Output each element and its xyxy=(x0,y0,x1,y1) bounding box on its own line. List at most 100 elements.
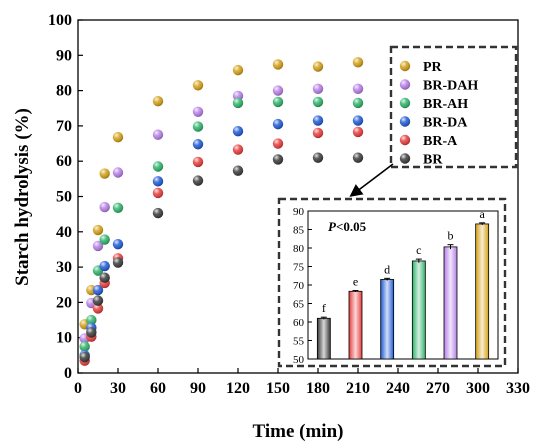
data-point-shading xyxy=(232,144,244,155)
legend-marker-shading xyxy=(399,79,411,90)
inset-bar-br-da: d xyxy=(380,262,395,360)
data-point xyxy=(192,121,204,132)
legend-item: BR-DA xyxy=(399,116,468,131)
data-point xyxy=(99,234,110,245)
data-point xyxy=(312,83,324,95)
data-point xyxy=(112,167,124,178)
data-point-shading xyxy=(112,131,124,143)
data-point xyxy=(86,314,97,326)
data-point-shading xyxy=(192,175,204,186)
x-tick-label: 240 xyxy=(386,380,410,397)
data-point-shading xyxy=(99,272,110,283)
data-point xyxy=(272,85,284,96)
inset-significance-letter: a xyxy=(480,207,486,221)
x-tick-label: 270 xyxy=(426,380,450,397)
data-point xyxy=(232,125,244,137)
data-point xyxy=(272,138,284,149)
inset-significance-label: P<0.05 xyxy=(328,219,367,234)
data-point xyxy=(352,115,364,126)
data-point xyxy=(86,327,97,338)
data-point xyxy=(112,131,124,143)
data-point-shading xyxy=(192,139,204,150)
data-point xyxy=(352,152,364,163)
legend-marker-shading xyxy=(399,97,411,109)
x-tick-label: 180 xyxy=(306,380,330,397)
scatter-points xyxy=(79,57,364,366)
data-point-shading xyxy=(232,165,244,176)
data-point-shading xyxy=(272,138,284,149)
inset-bar-outline xyxy=(380,279,395,360)
legend-label: BR-DAH xyxy=(423,79,478,94)
x-tick-label: 60 xyxy=(150,380,166,397)
data-point-shading xyxy=(152,129,164,140)
data-point-shading xyxy=(352,57,364,68)
inset-bar-br: f xyxy=(316,301,331,360)
data-point xyxy=(112,257,124,268)
data-point xyxy=(92,295,104,306)
data-point xyxy=(152,176,164,187)
inset-y-axis-ticks: 50 55 60 65 70 75 80 85 90 xyxy=(293,206,312,366)
data-point-shading xyxy=(152,95,164,107)
legend-item: BR-DAH xyxy=(399,79,478,94)
data-point xyxy=(312,96,324,108)
data-point-shading xyxy=(272,154,284,165)
data-point-shading xyxy=(112,202,124,213)
data-point-shading xyxy=(152,207,164,219)
inset-bar-outline xyxy=(443,246,458,360)
data-point xyxy=(192,156,204,168)
data-point-shading xyxy=(99,234,110,245)
data-point-shading xyxy=(312,61,324,72)
y-tick-label: 20 xyxy=(56,294,72,311)
data-point-shading xyxy=(232,97,244,109)
data-point-shading xyxy=(312,83,324,95)
data-point xyxy=(152,207,164,219)
data-point xyxy=(152,187,164,199)
data-point xyxy=(272,59,284,70)
data-point-shading xyxy=(352,115,364,126)
inset-significance-letter: b xyxy=(448,229,454,243)
x-tick-label: 90 xyxy=(190,380,206,397)
data-point-shading xyxy=(99,201,110,213)
data-point-shading xyxy=(112,238,124,250)
data-point xyxy=(272,96,284,108)
data-point-shading xyxy=(352,97,364,109)
y-tick-label: 60 xyxy=(56,153,72,170)
data-point xyxy=(92,303,104,314)
y-tick-label: 40 xyxy=(56,224,72,241)
data-point xyxy=(232,144,244,155)
legend-item: BR-A xyxy=(399,134,458,149)
data-point-shading xyxy=(352,83,364,95)
main-x-axis-ticks: 0 30 60 90 120 150 180 210 240 270 300 330 xyxy=(74,368,530,397)
x-tick-label: 330 xyxy=(506,380,530,397)
data-point xyxy=(92,224,104,236)
inset-y-tick-label: 80 xyxy=(293,243,305,255)
data-point-shading xyxy=(232,64,244,76)
legend-box xyxy=(389,45,518,169)
inset-bar-outline xyxy=(348,290,363,360)
data-point-shading xyxy=(92,284,104,296)
data-point-shading xyxy=(192,156,204,168)
data-point xyxy=(192,80,204,91)
data-point-shading xyxy=(352,126,364,138)
y-tick-label: 10 xyxy=(56,330,72,347)
inset-significance-letter: e xyxy=(353,275,358,289)
data-point-shading xyxy=(79,351,90,363)
data-point xyxy=(112,202,124,213)
data-point xyxy=(92,240,104,252)
data-point-shading xyxy=(192,121,204,132)
x-axis-title: Time (min) xyxy=(253,421,344,442)
legend-label: BR-AH xyxy=(423,97,468,112)
data-point xyxy=(192,175,204,186)
data-point xyxy=(99,260,110,272)
inset-bar-br-dah: b xyxy=(443,229,458,360)
data-point-shading xyxy=(112,257,124,268)
inset-y-tick-label: 75 xyxy=(293,262,305,274)
data-point xyxy=(92,284,104,296)
x-tick-label: 210 xyxy=(346,380,370,397)
data-point xyxy=(152,129,164,140)
data-point xyxy=(312,127,324,139)
p-letter: P xyxy=(328,219,337,234)
y-tick-label: 90 xyxy=(56,47,72,64)
